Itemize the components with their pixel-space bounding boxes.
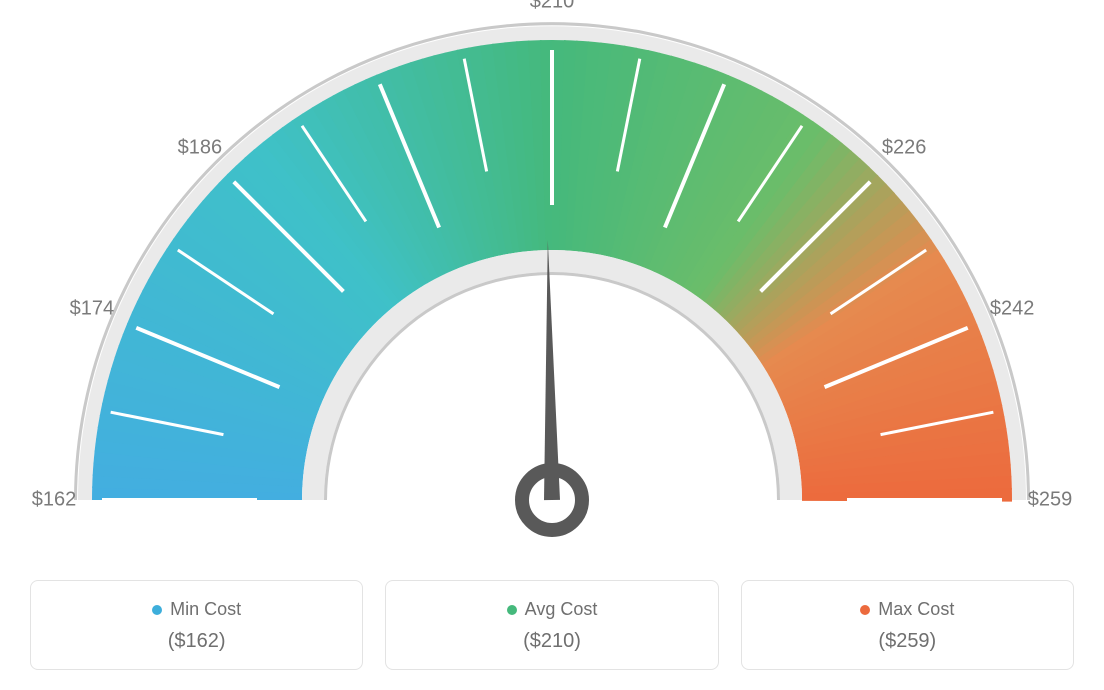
legend-label: Avg Cost [525,599,598,620]
legend-card-min: Min Cost ($162) [30,580,363,670]
dot-icon [860,605,870,615]
gauge-tick-label: $259 [1028,489,1073,512]
dot-icon [152,605,162,615]
legend-title-max: Max Cost [860,599,954,620]
legend-value-min: ($162) [43,630,350,653]
legend-title-avg: Avg Cost [507,599,598,620]
legend-card-avg: Avg Cost ($210) [385,580,718,670]
gauge-chart: $162 $174 $186 $210 $226 $242 $259 [0,0,1104,560]
dot-icon [507,605,517,615]
gauge-tick-label: $186 [178,136,223,159]
legend-title-min: Min Cost [152,599,241,620]
legend-label: Min Cost [170,599,241,620]
legend: Min Cost ($162) Avg Cost ($210) Max Cost… [30,580,1074,670]
gauge-tick-label: $174 [70,298,115,321]
gauge-tick-label: $210 [530,0,575,14]
gauge-svg [0,0,1104,560]
legend-card-max: Max Cost ($259) [741,580,1074,670]
gauge-tick-label: $162 [32,489,77,512]
legend-label: Max Cost [878,599,954,620]
gauge-tick-label: $242 [990,298,1035,321]
legend-value-avg: ($210) [398,630,705,653]
gauge-tick-label: $226 [882,136,927,159]
legend-value-max: ($259) [754,630,1061,653]
